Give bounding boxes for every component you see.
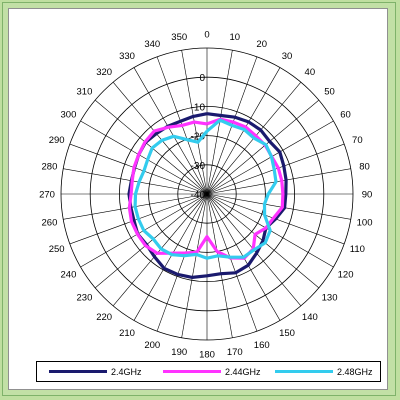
grid-spoke [206,168,351,195]
grid-spoke [112,81,208,195]
angle-tick-label: 110 [350,244,365,255]
angle-tick-label: 350 [171,32,187,43]
angle-tick-label: 0 [204,30,209,41]
grid-spoke [63,168,208,195]
angle-tick-label: 20 [256,39,267,50]
radial-tick-label: -40 [191,190,206,201]
angle-tick-label: 240 [61,270,77,281]
grid-spoke [69,143,208,195]
angle-tick-label: 310 [77,87,93,98]
radial-tick-label: -30 [191,161,206,172]
grid-spoke [206,193,233,338]
angle-tick-label: 40 [305,67,316,78]
grid-spoke [206,193,258,332]
series-line-2-48ghz [133,118,278,260]
grid-spoke [156,193,208,332]
grid-spoke [133,67,208,195]
grid-spoke [133,193,208,321]
legend-item-2-48ghz: 2.48GHz [275,362,373,381]
angle-tick-label: 140 [302,312,318,323]
grid-spoke [94,193,208,289]
grid-spoke [206,99,320,195]
legend-swatch [275,370,333,373]
angle-tick-label: 290 [49,135,65,146]
angle-tick-label: 200 [144,340,160,351]
legend-label: 2.4GHz [111,366,142,377]
angle-tick-label: 130 [322,292,338,303]
angle-tick-label: 80 [359,162,370,173]
legend-label: 2.44GHz [225,366,261,377]
angle-tick-label: 180 [199,350,215,361]
angle-tick-label: 220 [96,312,112,323]
angle-tick-label: 150 [279,328,295,339]
angle-tick-label: 320 [96,67,112,78]
legend-label: 2.48GHz [337,366,373,377]
angle-tick-label: 300 [61,110,77,121]
angle-tick-label: 270 [39,190,55,201]
angle-tick-label: 250 [49,244,65,255]
grid-spoke [181,193,208,338]
grid-spoke [206,193,351,220]
angle-tick-label: 170 [227,347,243,358]
angle-tick-label: 340 [144,39,160,50]
angle-tick-label: 50 [324,87,335,98]
angle-tick-label: 210 [119,328,135,339]
radial-tick-label: 0 [199,73,205,84]
legend: 2.4GHz 2.44GHz 2.48GHz [36,361,381,382]
angle-tick-label: 260 [42,217,58,228]
legend-item-2-44ghz: 2.44GHz [163,362,261,381]
angle-tick-label: 60 [340,110,351,121]
angle-tick-label: 120 [338,270,354,281]
legend-swatch [163,370,221,373]
legend-item-2-4ghz: 2.4GHz [49,362,142,381]
angle-tick-label: 100 [357,217,373,228]
angle-tick-label: 330 [119,51,135,62]
grid-spoke [80,120,208,195]
angle-tick-label: 230 [77,292,93,303]
angle-tick-label: 70 [352,135,363,146]
angle-tick-label: 30 [282,51,293,62]
radial-tick-label: -10 [191,102,206,113]
angle-tick-label: 280 [42,162,58,173]
angle-tick-label: 90 [362,190,373,201]
angle-tick-label: 160 [254,340,270,351]
radial-tick-label: -20 [191,132,206,143]
legend-swatch [49,370,107,373]
angle-tick-label: 10 [229,32,240,43]
angle-tick-label: 190 [171,347,187,358]
